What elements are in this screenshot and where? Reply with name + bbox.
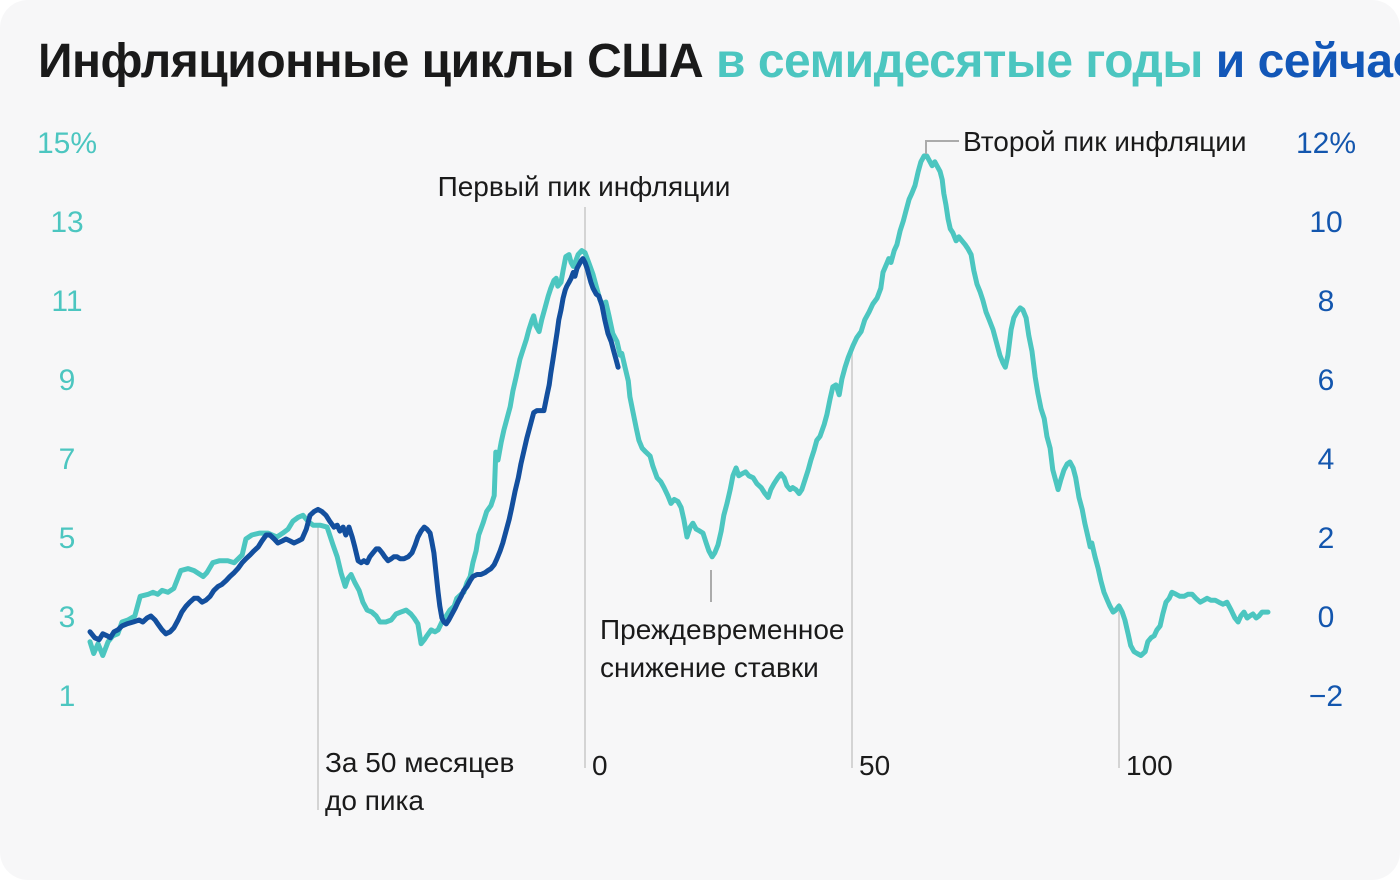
title-accent-now: и сейчас: [1215, 35, 1400, 88]
right-axis-tick-10: 10: [1309, 206, 1343, 239]
left-axis-tick-13: 13: [50, 206, 84, 239]
right-axis-tick-12pct: 12%: [1295, 127, 1357, 160]
annotation-rate-cut-line1: Преждевременное: [600, 614, 845, 645]
right-axis-tick-minus2: −2: [1308, 680, 1344, 713]
x-axis-tick-50: 50: [859, 750, 891, 781]
left-axis-tick-11: 11: [51, 285, 83, 318]
annotation-rate-cut: Преждевременное снижение ставки: [600, 611, 845, 687]
right-axis-tick-4: 4: [1317, 443, 1335, 476]
series-line-seventies: [87, 153, 1271, 658]
left-axis-tick-1: 1: [58, 680, 76, 713]
left-axis-tick-9: 9: [58, 364, 76, 397]
annotation-rate-cut-line2: снижение ставки: [600, 652, 819, 683]
right-axis-tick-8: 8: [1317, 285, 1335, 318]
callout-second-peak-pointer: [925, 140, 959, 154]
right-axis-tick-0: 0: [1317, 601, 1335, 634]
left-axis-tick-5: 5: [58, 522, 76, 555]
annotation-second-peak: Второй пик инфляции: [963, 126, 1247, 157]
annotation-before-peak: За 50 месяцев до пика: [325, 744, 514, 820]
left-axis-tick-7: 7: [58, 443, 76, 476]
title-accent-seventies: в семидесятые годы: [715, 35, 1216, 88]
x-axis-tick-0: 0: [592, 750, 608, 781]
series-line-now: [87, 256, 621, 643]
left-axis-tick-15pct: 15%: [36, 127, 98, 160]
right-axis-tick-6: 6: [1317, 364, 1335, 397]
right-axis-tick-2: 2: [1317, 522, 1335, 555]
annotation-before-peak-line2: до пика: [325, 785, 424, 816]
title-main: Инфляционные циклы США: [38, 35, 716, 88]
x-axis-tick-100: 100: [1126, 750, 1173, 781]
left-axis-tick-3: 3: [58, 601, 76, 634]
chart-title: Инфляционные циклы США в семидесятые год…: [38, 34, 1400, 89]
annotation-before-peak-line1: За 50 месяцев: [325, 747, 515, 778]
annotation-first-peak: Первый пик инфляции: [437, 171, 731, 202]
